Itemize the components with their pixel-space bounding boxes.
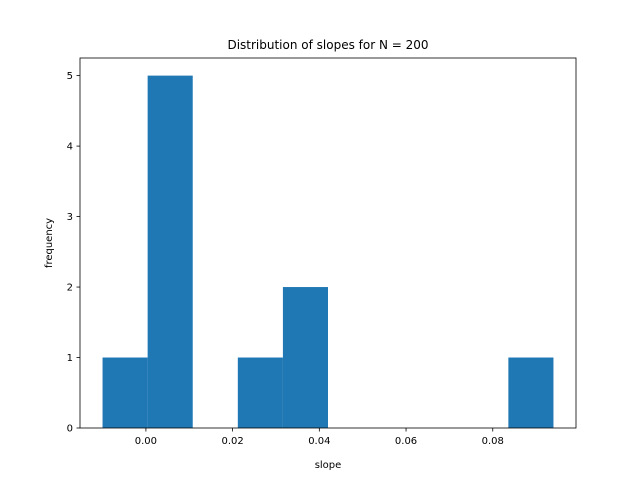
x-tick-label: 0.08 (482, 436, 504, 447)
histogram-bar-9 (508, 357, 554, 428)
bars-group (102, 75, 554, 428)
y-tick-label: 5 (67, 71, 73, 82)
y-tick-label: 3 (67, 212, 73, 223)
y-tick-label: 1 (67, 353, 73, 364)
chart-title: Distribution of slopes for N = 200 (227, 38, 428, 52)
histogram-bar-4 (282, 287, 328, 428)
histogram-bar-1 (147, 75, 193, 428)
histogram-bar-3 (237, 357, 283, 428)
y-tick-label: 4 (67, 142, 73, 153)
histogram-bar-0 (102, 357, 148, 428)
x-tick-label: 0.02 (221, 436, 243, 447)
y-axis: 0 1 2 3 4 5 (67, 71, 80, 435)
plot-frame (79, 57, 577, 429)
y-axis-label: frequency (44, 218, 55, 268)
y-tick-label: 0 (67, 424, 73, 435)
x-tick-label: 0.04 (308, 436, 330, 447)
x-tick-label: 0.06 (395, 436, 417, 447)
x-tick-label: 0.00 (135, 436, 157, 447)
x-axis: 0.00 0.02 0.04 0.06 0.08 (135, 428, 504, 447)
y-tick-label: 2 (67, 283, 73, 294)
x-axis-label: slope (315, 460, 342, 471)
